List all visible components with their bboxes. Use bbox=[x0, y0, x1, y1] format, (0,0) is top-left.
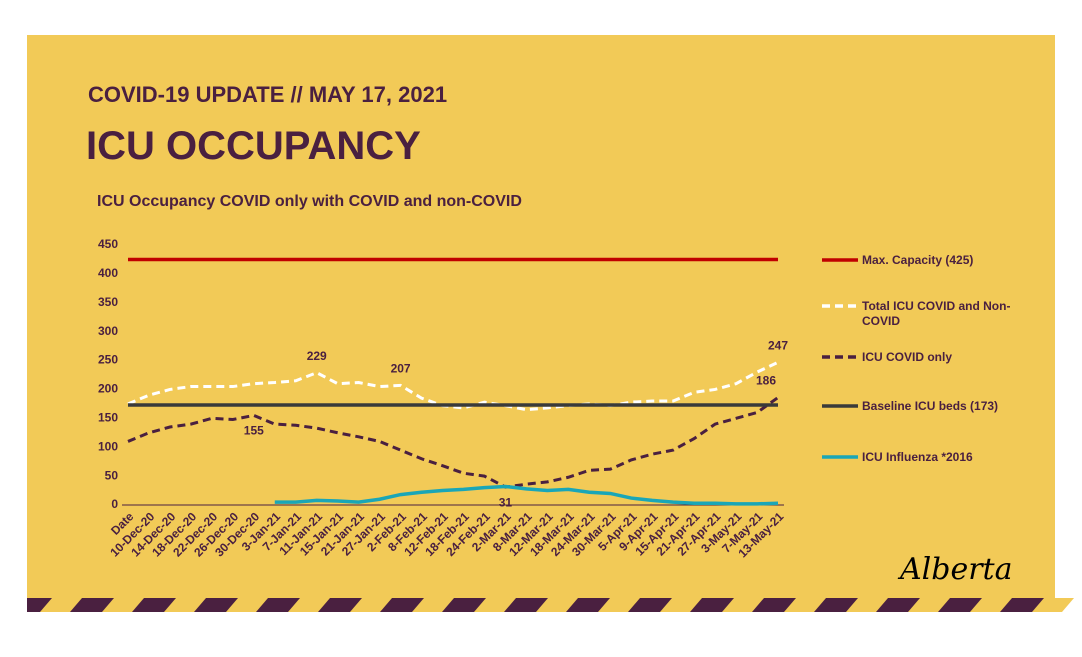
data-label: 31 bbox=[499, 495, 513, 509]
stripe bbox=[40, 598, 82, 612]
stripe bbox=[164, 598, 206, 612]
stripe bbox=[846, 598, 888, 612]
stripes bbox=[27, 598, 1074, 612]
stripe bbox=[660, 598, 702, 612]
chart-title: ICU Occupancy COVID only with COVID and … bbox=[97, 193, 522, 210]
data-label: 155 bbox=[244, 424, 264, 438]
legend-label: ICU COVID only bbox=[862, 350, 953, 364]
legend-label: ICU Influenza *2016 bbox=[862, 450, 973, 464]
stripe bbox=[598, 598, 640, 612]
y-tick-label: 350 bbox=[98, 295, 118, 309]
y-tick-label: 450 bbox=[98, 237, 118, 251]
series-line bbox=[127, 360, 779, 412]
y-tick-label: 0 bbox=[111, 497, 118, 511]
legend-label: Baseline ICU beds (173) bbox=[862, 399, 999, 413]
data-label: 186 bbox=[756, 374, 776, 388]
slide bbox=[27, 35, 1055, 612]
data-label: 229 bbox=[307, 349, 327, 363]
series-line bbox=[274, 484, 779, 506]
stripe bbox=[412, 598, 454, 612]
data-label: 207 bbox=[391, 362, 411, 376]
stripe bbox=[474, 598, 516, 612]
y-tick-label: 250 bbox=[98, 353, 118, 367]
title: ICU OCCUPANCY bbox=[86, 124, 421, 168]
stripe bbox=[722, 598, 764, 612]
subtitle: COVID-19 UPDATE // MAY 17, 2021 bbox=[88, 82, 448, 107]
y-tick-label: 300 bbox=[98, 324, 118, 338]
stripe bbox=[970, 598, 1012, 612]
stripe bbox=[908, 598, 950, 612]
stripe bbox=[1032, 598, 1074, 612]
stripe bbox=[288, 598, 330, 612]
y-tick-label: 50 bbox=[105, 468, 119, 482]
stripe bbox=[350, 598, 392, 612]
legend-label: Total ICU COVID and Non-COVID bbox=[862, 299, 1011, 328]
logo: Alberta bbox=[900, 552, 1013, 587]
legend-label: Max. Capacity (425) bbox=[862, 253, 974, 267]
stripe bbox=[226, 598, 268, 612]
stripe bbox=[784, 598, 826, 612]
y-tick-label: 400 bbox=[98, 266, 118, 280]
y-tick-label: 150 bbox=[98, 411, 118, 425]
y-tick-label: 100 bbox=[98, 439, 118, 453]
y-tick-label: 200 bbox=[98, 382, 118, 396]
stripe bbox=[536, 598, 578, 612]
data-label: 247 bbox=[768, 338, 788, 352]
series-line bbox=[127, 396, 779, 489]
stripe bbox=[102, 598, 144, 612]
